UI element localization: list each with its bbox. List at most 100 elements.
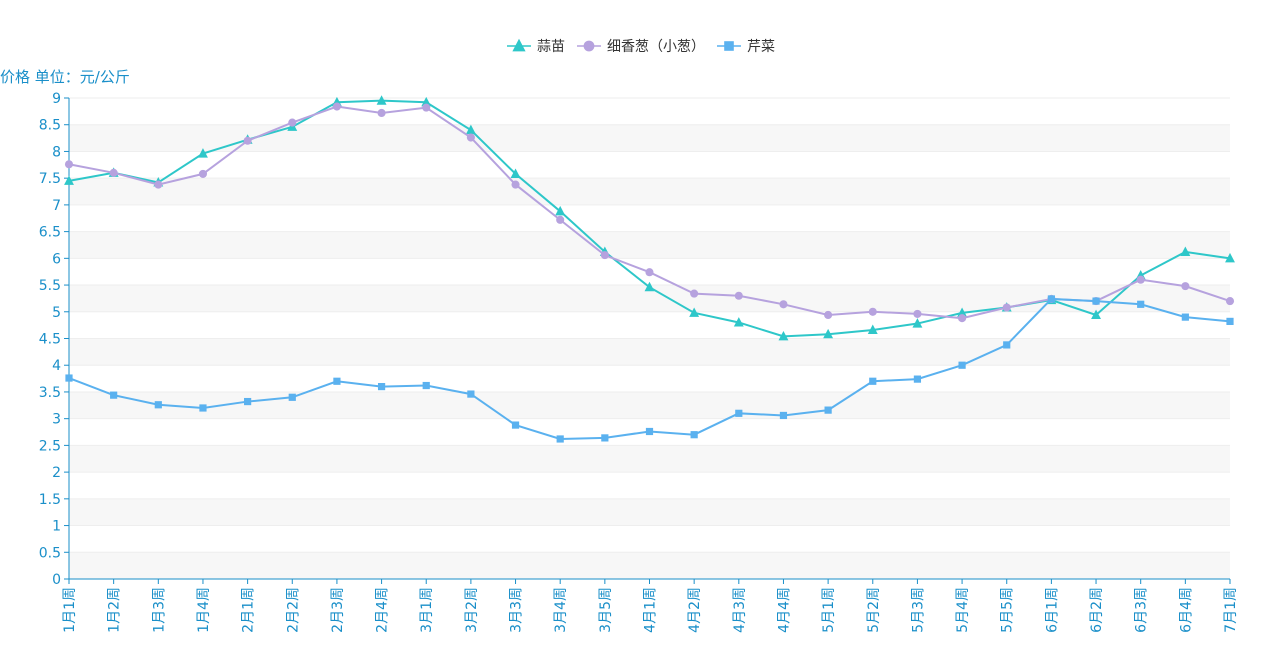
data-point[interactable] — [1092, 297, 1100, 305]
legend-marker[interactable] — [583, 40, 595, 52]
data-point[interactable] — [957, 307, 968, 317]
data-point[interactable] — [198, 169, 208, 178]
data-point[interactable] — [109, 168, 118, 177]
data-point[interactable] — [376, 95, 387, 105]
legend-item[interactable]: 蒜苗 — [507, 38, 565, 55]
data-point[interactable] — [510, 168, 521, 178]
data-point[interactable] — [600, 251, 609, 260]
data-point[interactable] — [422, 103, 431, 112]
x-tick-label: 2月2周 — [285, 587, 301, 633]
data-point[interactable] — [555, 205, 566, 216]
data-point[interactable] — [466, 133, 475, 142]
data-point[interactable] — [690, 431, 698, 439]
data-point[interactable] — [779, 411, 788, 420]
data-point[interactable] — [1225, 297, 1235, 306]
data-point[interactable] — [824, 310, 833, 320]
data-point[interactable] — [422, 381, 430, 390]
data-point[interactable] — [958, 314, 967, 323]
data-point[interactable] — [1181, 313, 1189, 321]
grid-band — [69, 498, 1230, 526]
data-point[interactable] — [869, 377, 877, 385]
data-point[interactable] — [689, 307, 700, 317]
data-point[interactable] — [110, 391, 118, 399]
data-point[interactable] — [198, 148, 208, 158]
x-tick-label: 6月1周 — [1044, 587, 1060, 633]
x-tick-label: 7月1周 — [1223, 587, 1239, 633]
data-point[interactable] — [333, 377, 341, 385]
data-point[interactable] — [1003, 341, 1011, 349]
data-point[interactable] — [867, 324, 878, 334]
data-point[interactable] — [1181, 282, 1190, 291]
grid-band — [69, 178, 1230, 205]
data-point[interactable] — [65, 374, 73, 382]
y-tick-label: 8 — [52, 144, 61, 160]
y-tick-label: 7.5 — [39, 171, 61, 187]
y-tick-label: 4.5 — [39, 332, 61, 348]
data-point[interactable] — [1136, 275, 1145, 284]
data-point[interactable] — [244, 397, 252, 406]
data-point[interactable] — [823, 328, 834, 339]
data-point[interactable] — [332, 102, 341, 111]
data-point[interactable] — [556, 215, 565, 224]
data-point[interactable] — [913, 375, 922, 383]
y-tick-label: 2 — [52, 465, 61, 481]
data-point[interactable] — [511, 180, 520, 189]
data-point[interactable] — [421, 96, 432, 107]
data-point[interactable] — [288, 393, 296, 401]
data-point[interactable] — [644, 281, 655, 292]
y-tick-label: 3.5 — [39, 385, 61, 401]
y-tick-label: 4 — [52, 358, 61, 374]
data-point[interactable] — [645, 268, 654, 277]
x-tick-label: 2月3周 — [330, 587, 346, 633]
data-point[interactable] — [1137, 300, 1145, 308]
data-point[interactable] — [199, 404, 207, 412]
x-tick-label: 3月3周 — [509, 587, 525, 633]
legend-item[interactable]: 芹菜 — [717, 39, 775, 55]
data-point[interactable] — [288, 118, 297, 127]
legend-item[interactable]: 细香葱（小葱） — [577, 39, 705, 55]
data-point[interactable] — [511, 421, 520, 429]
data-point[interactable] — [1091, 309, 1101, 320]
data-point[interactable] — [868, 307, 877, 316]
data-point[interactable] — [1047, 295, 1055, 303]
data-point[interactable] — [64, 160, 74, 169]
data-point[interactable] — [556, 435, 564, 443]
x-tick-label: 3月5周 — [598, 587, 614, 633]
data-point[interactable] — [154, 401, 162, 409]
x-tick-label: 6月4周 — [1178, 587, 1194, 633]
data-point[interactable] — [467, 390, 475, 398]
x-tick-label: 3月1周 — [419, 587, 435, 633]
legend[interactable]: 蒜苗 细香葱（小葱） 芹菜 — [507, 38, 775, 55]
data-point[interactable] — [733, 317, 744, 327]
y-tick-label: 5.5 — [39, 278, 61, 294]
data-point[interactable] — [154, 180, 163, 189]
grid-band — [69, 124, 1230, 152]
data-point[interactable] — [778, 330, 789, 341]
data-point[interactable] — [645, 427, 654, 436]
legend-marker[interactable] — [512, 38, 526, 52]
data-point[interactable] — [1225, 252, 1235, 263]
grid-band — [69, 445, 1230, 473]
data-point[interactable] — [912, 318, 923, 328]
data-point[interactable] — [601, 434, 609, 442]
legend-marker[interactable] — [724, 41, 734, 51]
y-tick-label: 9 — [52, 91, 61, 107]
data-point[interactable] — [824, 406, 832, 414]
data-point[interactable] — [465, 124, 476, 135]
data-point[interactable] — [734, 291, 743, 300]
data-point[interactable] — [377, 383, 386, 391]
data-point[interactable] — [1180, 246, 1191, 256]
x-tick-label: 2月1周 — [241, 587, 257, 633]
y-tick-label: 3 — [52, 412, 61, 428]
data-point[interactable] — [243, 136, 252, 145]
data-point[interactable] — [377, 108, 386, 118]
data-point[interactable] — [1226, 317, 1234, 325]
data-point[interactable] — [779, 300, 788, 309]
data-point[interactable] — [913, 309, 922, 318]
data-point[interactable] — [958, 361, 966, 369]
data-point[interactable] — [64, 175, 74, 185]
data-point[interactable] — [1002, 303, 1011, 312]
data-point[interactable] — [735, 409, 743, 417]
data-point[interactable] — [690, 289, 699, 298]
